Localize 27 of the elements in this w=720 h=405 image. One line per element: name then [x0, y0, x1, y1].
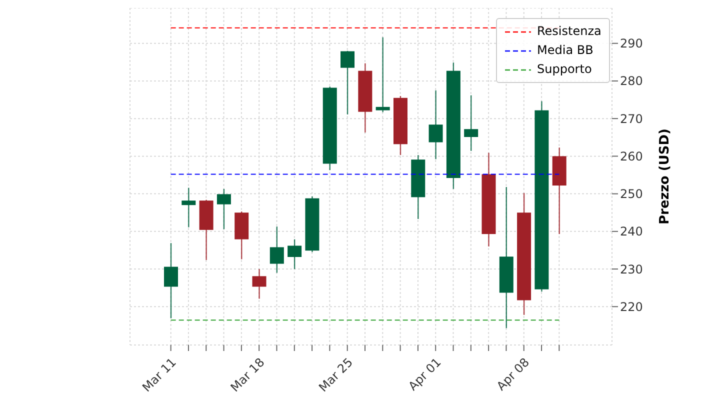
y-tick-label: 260: [620, 149, 643, 164]
legend-label: Media BB: [537, 42, 594, 59]
candlestick: [428, 90, 443, 160]
y-tick-label: 240: [620, 224, 643, 239]
y-tick-label: 220: [620, 300, 643, 314]
candlestick: [182, 187, 196, 228]
candlestick: [216, 188, 231, 230]
candlestick: [252, 268, 266, 300]
y-axis-title: Prezzo (USD): [658, 128, 673, 224]
candlestick: [340, 50, 355, 116]
x-tick-label: Apr 01: [406, 355, 444, 394]
x-tick-label: Mar 11: [140, 355, 179, 395]
legend-label: Supporto: [537, 61, 592, 78]
candlestick: [164, 242, 178, 319]
y-tick-label: 250: [620, 187, 643, 202]
y-tick-label: 290: [620, 36, 643, 51]
candlestick: [288, 238, 302, 270]
x-tick-label: Apr 08: [494, 355, 532, 394]
y-tick-label: 230: [620, 262, 643, 276]
ref-line-label: Resistenza: [537, 23, 602, 40]
candlestick: [376, 36, 390, 113]
y-tick-label: 270: [620, 112, 643, 126]
y-tick-label: 280: [620, 74, 643, 88]
x-tick-label: Mar 18: [228, 355, 268, 395]
candlestick: [464, 94, 478, 152]
candlestick: [270, 226, 284, 274]
x-tick-label: Mar 25: [316, 355, 356, 395]
